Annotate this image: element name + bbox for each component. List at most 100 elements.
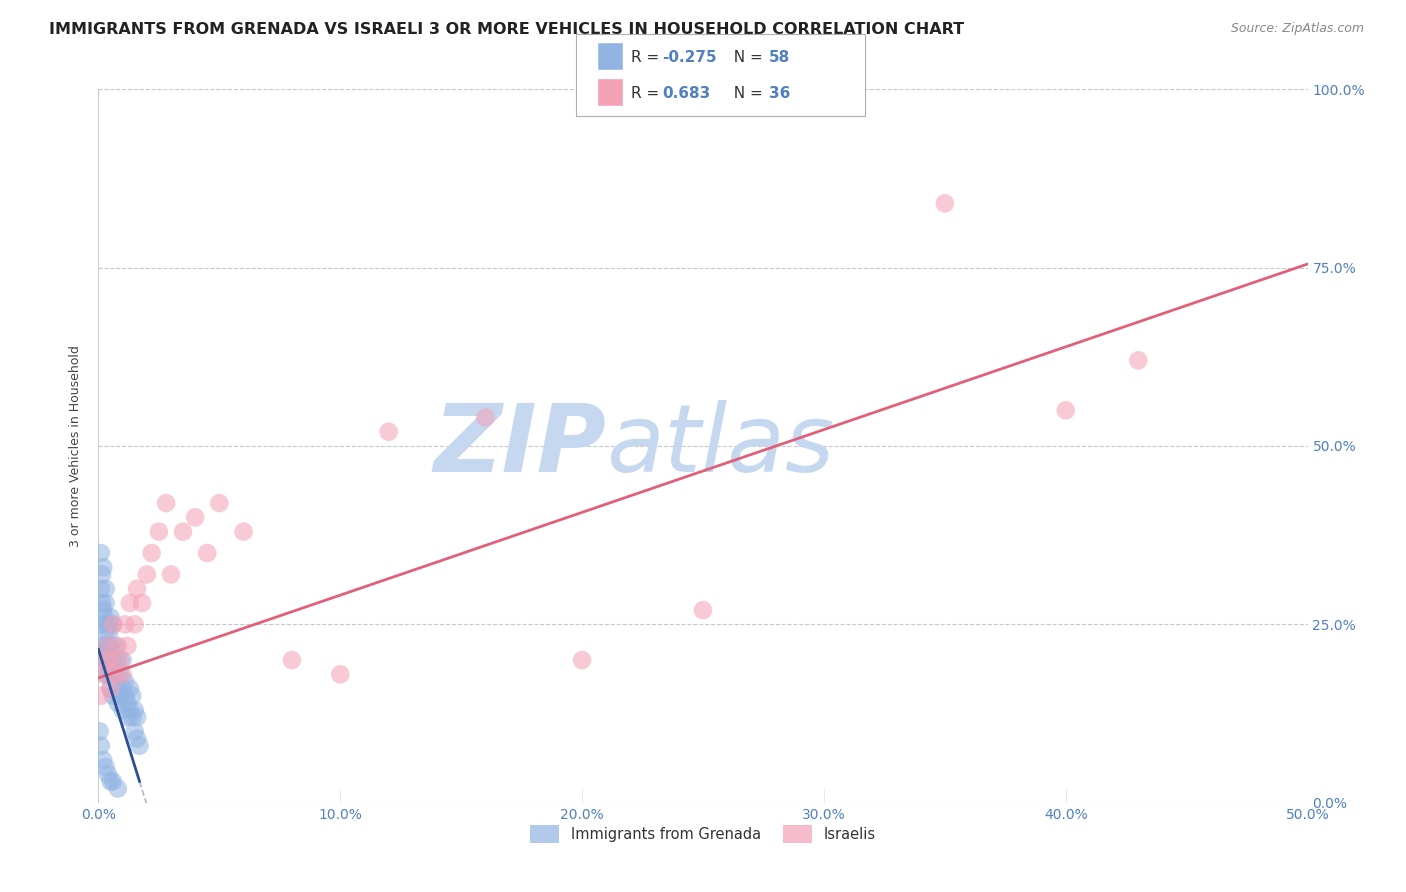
Point <box>208 496 231 510</box>
Text: 58: 58 <box>769 50 790 64</box>
Point <box>100 653 122 667</box>
Point <box>94 760 117 774</box>
Text: -0.275: -0.275 <box>662 50 717 64</box>
Point <box>89 639 111 653</box>
Point <box>90 546 112 560</box>
Point <box>195 546 218 560</box>
Point <box>111 681 134 696</box>
Point <box>90 739 112 753</box>
Point <box>93 610 115 624</box>
Point <box>118 703 141 717</box>
Point <box>127 582 149 596</box>
Point <box>172 524 194 539</box>
Point <box>100 639 122 653</box>
Point <box>148 524 170 539</box>
Point <box>96 653 118 667</box>
Text: R =: R = <box>631 50 665 64</box>
Point <box>94 624 117 639</box>
Point <box>118 681 141 696</box>
Point <box>114 617 136 632</box>
Text: Source: ZipAtlas.com: Source: ZipAtlas.com <box>1230 22 1364 36</box>
Point <box>108 653 131 667</box>
Point <box>100 774 122 789</box>
Text: atlas: atlas <box>606 401 835 491</box>
Point <box>94 596 117 610</box>
Point <box>128 739 150 753</box>
Point <box>131 596 153 610</box>
Point <box>97 667 120 681</box>
Point <box>104 667 127 681</box>
Text: 36: 36 <box>769 87 790 101</box>
Point <box>571 653 593 667</box>
Point <box>91 603 114 617</box>
Point <box>117 710 139 724</box>
Point <box>281 653 304 667</box>
Point <box>91 753 114 767</box>
Point <box>934 196 956 211</box>
Point <box>329 667 352 681</box>
Point <box>117 639 139 653</box>
Point <box>474 410 496 425</box>
Point <box>100 610 122 624</box>
Point <box>107 781 129 796</box>
Point <box>97 767 120 781</box>
Point <box>114 689 136 703</box>
Point <box>101 653 124 667</box>
Point <box>107 639 129 653</box>
Point <box>98 624 121 639</box>
Point <box>141 546 163 560</box>
Point <box>91 667 114 681</box>
Point <box>90 582 112 596</box>
Point <box>111 667 134 681</box>
Point <box>124 724 146 739</box>
Point <box>90 617 112 632</box>
Text: IMMIGRANTS FROM GRENADA VS ISRAELI 3 OR MORE VEHICLES IN HOUSEHOLD CORRELATION C: IMMIGRANTS FROM GRENADA VS ISRAELI 3 OR … <box>49 22 965 37</box>
Point <box>135 567 157 582</box>
Point <box>1128 353 1150 368</box>
Point <box>107 681 129 696</box>
Point <box>184 510 207 524</box>
Point <box>108 667 131 681</box>
Point <box>91 560 114 574</box>
Point <box>124 703 146 717</box>
Point <box>97 639 120 653</box>
Legend: Immigrants from Grenada, Israelis: Immigrants from Grenada, Israelis <box>524 820 882 849</box>
Point <box>90 689 112 703</box>
Point <box>160 567 183 582</box>
Point <box>94 653 117 667</box>
Point <box>127 710 149 724</box>
Point <box>108 689 131 703</box>
Point <box>101 774 124 789</box>
Point <box>89 724 111 739</box>
Point <box>127 731 149 746</box>
Text: 0.683: 0.683 <box>662 87 710 101</box>
Y-axis label: 3 or more Vehicles in Household: 3 or more Vehicles in Household <box>69 345 83 547</box>
Point <box>111 703 134 717</box>
Point <box>117 696 139 710</box>
Point <box>101 617 124 632</box>
Point <box>94 667 117 681</box>
Point <box>121 710 143 724</box>
Point <box>155 496 177 510</box>
Point <box>124 617 146 632</box>
Point <box>91 653 114 667</box>
Point <box>94 582 117 596</box>
Point <box>114 674 136 689</box>
Point <box>1054 403 1077 417</box>
Point <box>111 653 134 667</box>
Point <box>101 689 124 703</box>
Point <box>104 639 127 653</box>
Point <box>100 681 122 696</box>
Text: N =: N = <box>724 50 768 64</box>
Point <box>104 667 127 681</box>
Point <box>91 567 114 582</box>
Text: ZIP: ZIP <box>433 400 606 492</box>
Point <box>101 617 124 632</box>
Point <box>91 596 114 610</box>
Point <box>377 425 399 439</box>
Point <box>692 603 714 617</box>
Point <box>100 660 122 674</box>
Point <box>97 639 120 653</box>
Point <box>118 596 141 610</box>
Point <box>232 524 254 539</box>
